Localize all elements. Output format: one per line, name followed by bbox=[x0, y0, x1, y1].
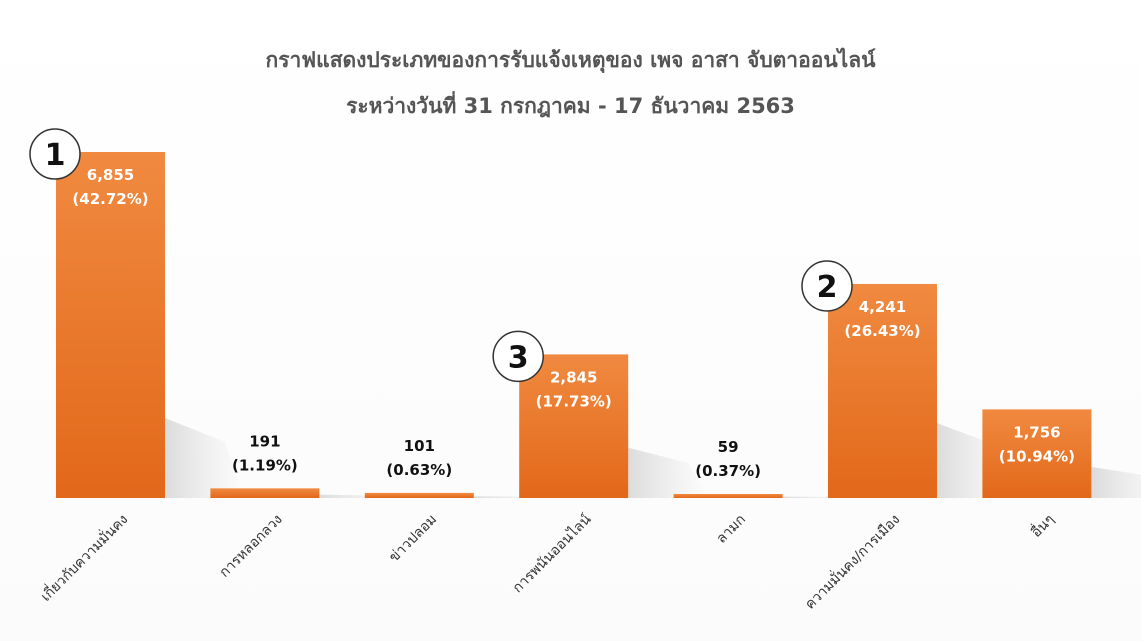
value-label: 1,756 bbox=[1013, 423, 1060, 441]
percent-label: (42.72%) bbox=[72, 190, 148, 208]
bars bbox=[56, 152, 1092, 498]
category-label: การพนันออนไลน์ bbox=[509, 511, 595, 597]
bar-5 bbox=[828, 283, 937, 498]
value-label: 59 bbox=[718, 438, 739, 456]
category-labels: เกี่ยวกับความมั่นคง การหลอกลวง ข่าวปลอม การ… bbox=[37, 510, 1058, 613]
rank-circle bbox=[29, 128, 81, 180]
rank-circle bbox=[492, 330, 544, 383]
value-label: 6,855 bbox=[87, 166, 134, 184]
percent-label: (0.63%) bbox=[386, 461, 452, 479]
rank-circle bbox=[801, 260, 853, 312]
category-label: การหลอกลวง bbox=[217, 512, 286, 581]
percent-label: (10.94%) bbox=[999, 447, 1075, 465]
chart-title: กราฟแสดงประเภทของการรับแจ้งเหตุของ เพจ อ… bbox=[265, 48, 876, 72]
bar-4 bbox=[673, 494, 783, 498]
category-label: ลามก bbox=[713, 512, 748, 547]
value-label: 2,845 bbox=[550, 368, 597, 386]
bar-1 bbox=[210, 488, 320, 498]
category-label: ข่าวปลอม bbox=[386, 512, 440, 566]
value-label: 191 bbox=[249, 432, 280, 450]
bar-6 bbox=[982, 409, 1092, 498]
percent-label: (26.43%) bbox=[844, 322, 920, 340]
percent-label: (1.19%) bbox=[232, 456, 298, 474]
category-label: ความมั่นคง/การเมือง bbox=[801, 510, 904, 613]
bar-0 bbox=[56, 152, 165, 498]
rank-number: 1 bbox=[45, 138, 66, 173]
bar-shadow bbox=[1091, 466, 1141, 498]
bar-2 bbox=[364, 492, 474, 498]
rank-number: 3 bbox=[508, 340, 529, 375]
value-labels: 6,855 (42.72%) 191 (1.19%) 101 (0.63%) 2,845 (1… bbox=[72, 166, 1075, 480]
value-label: 101 bbox=[404, 437, 435, 455]
category-label: เกี่ยวกับความมั่นคง bbox=[37, 510, 132, 605]
bar-shadow bbox=[165, 418, 245, 498]
category-label: อื่นๆ bbox=[1027, 510, 1058, 541]
rank-number: 2 bbox=[817, 270, 838, 305]
rank-annotations: 1 2 3 bbox=[29, 128, 853, 383]
bar-3 bbox=[519, 354, 629, 498]
percent-label: (0.37%) bbox=[695, 462, 761, 480]
value-label: 4,241 bbox=[859, 298, 906, 316]
percent-label: (17.73%) bbox=[536, 392, 612, 410]
chart-subtitle: ระหว่างวันที่ 31 กรกฎาคม - 17 ธันวาคม 25… bbox=[346, 94, 795, 118]
bar-shadow bbox=[628, 447, 709, 498]
